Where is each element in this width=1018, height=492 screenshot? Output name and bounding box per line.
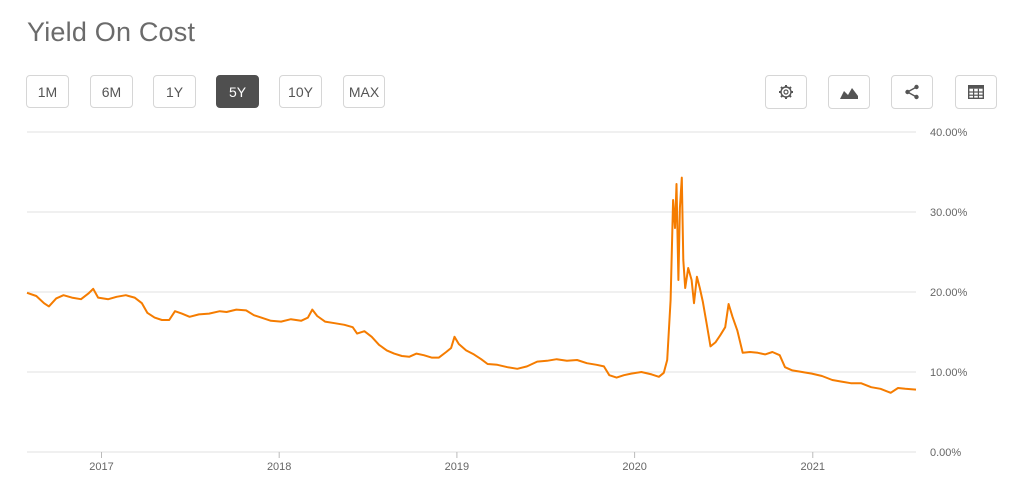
range-button-6m[interactable]: 6M [90, 75, 133, 108]
y-tick-label: 20.00% [930, 287, 968, 299]
y-tick-label: 10.00% [930, 367, 968, 379]
yield-on-cost-line [26, 176, 917, 394]
series-layer [26, 176, 917, 394]
chart-type-button[interactable] [828, 75, 870, 109]
range-button-10y[interactable]: 10Y [279, 75, 322, 108]
x-tick-label: 2019 [445, 461, 469, 473]
share-button[interactable] [891, 75, 933, 109]
gear-icon [779, 85, 793, 99]
settings-button[interactable] [765, 75, 807, 109]
gridlines [27, 131, 916, 453]
x-axis-ticks: 2017 2018 2019 2020 2021 [89, 452, 825, 473]
y-tick-label: 30.00% [930, 207, 968, 219]
range-button-1m[interactable]: 1M [26, 75, 69, 108]
y-tick-label: 40.00% [930, 127, 968, 139]
y-axis-ticks: 0.00% 10.00% 20.00% 30.00% 40.00% [930, 127, 968, 459]
x-tick-label: 2021 [801, 461, 825, 473]
x-tick-label: 2018 [267, 461, 291, 473]
range-button-1y[interactable]: 1Y [153, 75, 196, 108]
share-icon [905, 84, 919, 100]
range-button-5y[interactable]: 5Y [216, 75, 259, 108]
x-tick-label: 2017 [89, 461, 113, 473]
x-tick-label: 2020 [622, 461, 646, 473]
range-button-max[interactable]: MAX [343, 75, 385, 108]
table-view-button[interactable] [955, 75, 997, 109]
page-title: Yield On Cost [27, 17, 196, 47]
table-icon [968, 85, 984, 99]
y-tick-label: 0.00% [930, 447, 961, 459]
area-chart-icon [840, 88, 858, 99]
